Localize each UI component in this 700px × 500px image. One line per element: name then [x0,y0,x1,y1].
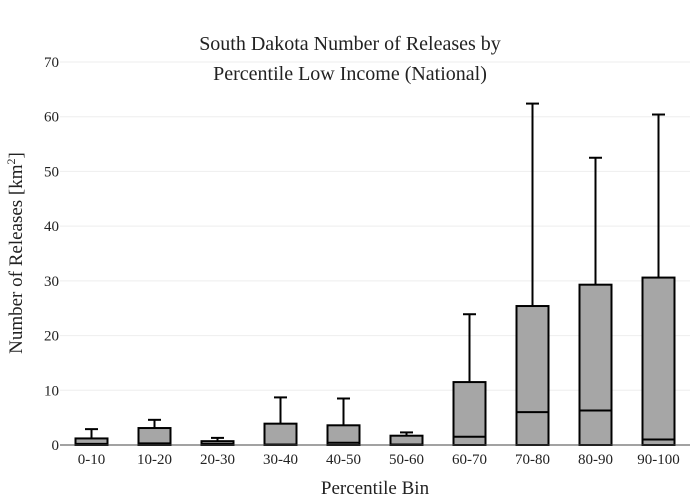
x-tick-label: 50-60 [389,452,424,468]
y-tick-label: 60 [44,110,59,126]
x-tick-label: 10-20 [137,452,172,468]
box-50-60 [389,431,424,447]
box-80-90 [578,156,613,446]
box-0-10 [74,428,109,447]
box-10-20 [137,418,172,447]
x-tick-label: 90-100 [637,452,680,468]
x-tick-label: 30-40 [263,452,298,468]
y-axis-label: Number of Releases [km2] [4,152,27,354]
x-tick-label: 0-10 [78,452,106,468]
box-40-50 [326,397,361,446]
chart-title-line-1: South Dakota Number of Releases by [199,33,501,55]
box-body [515,305,550,447]
box-90-100 [641,113,676,446]
y-axis-ticks: 0 10 20 30 40 50 60 70 [44,55,59,454]
x-tick-label: 70-80 [515,452,550,468]
y-axis-label-superscript: 2 [4,158,18,164]
y-tick-label: 0 [52,438,60,454]
x-tick-label: 20-30 [200,452,235,468]
x-tick-label: 80-90 [578,452,613,468]
box-body [578,283,613,446]
box-20-30 [200,436,235,447]
y-tick-label: 10 [44,383,59,399]
y-tick-label: 20 [44,329,59,345]
box-body [263,422,298,447]
gridlines [60,61,690,391]
y-tick-label: 70 [44,55,59,71]
x-tick-label: 60-70 [452,452,487,468]
box-body [641,276,676,446]
box-30-40 [263,396,298,447]
y-tick-label: 40 [44,219,59,235]
x-tick-label: 40-50 [326,452,361,468]
y-tick-label: 30 [44,274,59,290]
y-tick-label: 50 [44,164,59,180]
y-axis-label-close: ] [6,152,27,158]
box-60-70 [452,313,487,447]
box-70-80 [515,102,550,447]
chart-title-line-2: Percentile Low Income (National) [213,63,487,85]
x-axis-ticks: 0-10 10-20 20-30 30-40 40-50 50-60 60-70 70-80 8… [78,452,680,468]
box-series [74,102,676,447]
x-axis-label: Percentile Bin [321,478,430,499]
y-axis-label-main: Number of Releases [km [6,164,27,354]
box-body [452,381,487,447]
